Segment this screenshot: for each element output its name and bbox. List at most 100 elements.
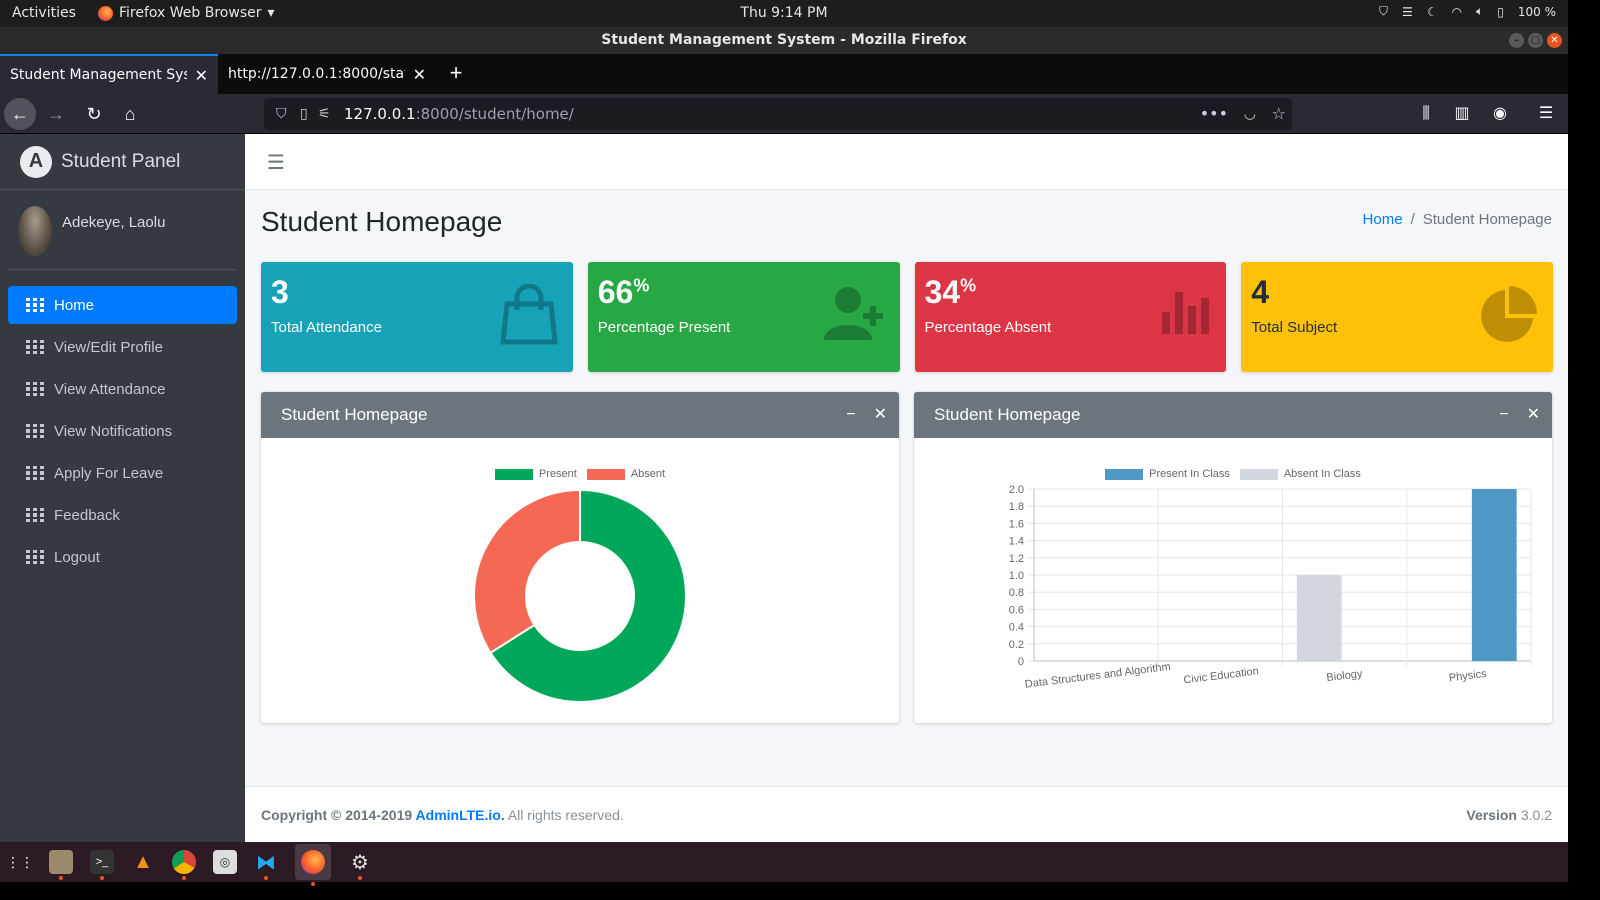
bookmark-star-icon[interactable]: ☆ [1271, 104, 1286, 123]
sidebar-item-label: Apply For Leave [54, 464, 164, 482]
hamburger-menu-icon[interactable]: ☰ [1538, 105, 1554, 122]
reload-button[interactable]: ↻ [86, 104, 102, 124]
breadcrumb-current: Student Homepage [1422, 211, 1552, 228]
stat-box-subjects[interactable]: 4 Total Subject [1241, 262, 1553, 372]
account-icon[interactable]: ◉ [1493, 105, 1507, 122]
close-icon[interactable]: ✕ [873, 406, 887, 423]
pie-chart-icon [1481, 286, 1537, 342]
sidebar-item-profile[interactable]: View/Edit Profile [8, 328, 237, 366]
main-header: ☰ [245, 134, 1568, 190]
page-icon[interactable]: ▯ [300, 106, 308, 122]
stat-label: Percentage Absent [924, 319, 1052, 336]
sidebar-item-home[interactable]: Home [8, 286, 237, 324]
sidebar-item-attendance[interactable]: View Attendance [8, 370, 237, 408]
system-tray[interactable]: ⛉ ☰ ☾ ◠ 🔈︎ ▯ 100 % [1379, 4, 1556, 19]
stat-value: 3 [271, 274, 289, 310]
shield-icon[interactable]: ⛉ [1379, 4, 1389, 18]
donut-slice-present[interactable] [489, 488, 687, 703]
url-text[interactable]: 127.0.0.1:8000/student/home/ [344, 98, 574, 130]
tab-static[interactable]: http://127.0.0.1:8000/static ✕ [218, 54, 436, 94]
menu-toggle-icon[interactable]: ☰ [267, 152, 285, 174]
app-grid-icon[interactable]: ⋮⋮ [6, 853, 34, 870]
sidebar-item-logout[interactable]: Logout [8, 538, 237, 576]
legend-swatch [586, 468, 625, 480]
y-tick-label: 0.2 [1009, 639, 1024, 651]
activities-button[interactable]: Activities [12, 5, 76, 21]
sidebar-toggle-icon[interactable]: ▥ [1454, 105, 1470, 122]
files-icon[interactable] [49, 850, 73, 880]
brand-link[interactable]: A Student Panel [0, 134, 245, 190]
avatar [18, 206, 52, 256]
maximize-icon[interactable]: □ [1528, 33, 1543, 48]
close-tab-icon[interactable]: ✕ [412, 64, 426, 84]
grid-icon [26, 424, 44, 438]
sidebar-item-leave[interactable]: Apply For Leave [8, 454, 237, 492]
tab-student-management[interactable]: Student Management System ✕ [0, 54, 218, 94]
main-content: ☰ Student Homepage Home / Student Homepage… [245, 134, 1568, 842]
grid-icon [26, 508, 44, 522]
close-icon[interactable]: ✕ [1526, 406, 1540, 423]
x-tick-label: Biology [1326, 668, 1364, 684]
legend-swatch [1105, 468, 1144, 480]
tab-strip: Student Management System ✕ http://127.0.… [0, 54, 1568, 94]
stat-box-present[interactable]: 66% Percentage Present [587, 262, 900, 372]
tab-label: Student Management System [10, 67, 187, 83]
legend-item-present-in-class[interactable]: Present In Class [1105, 468, 1230, 480]
sidebar-item-feedback[interactable]: Feedback [8, 496, 237, 534]
grid-icon [26, 382, 44, 396]
sidebar-item-label: Feedback [54, 506, 120, 524]
library-icon[interactable]: ⫼ [1422, 105, 1430, 122]
taskbar: ⋮⋮ >_ ▲ ◎ ⧓ ⚙ [0, 842, 1568, 886]
app-menu[interactable]: Firefox Web Browser ▾ [98, 5, 275, 21]
settings-icon[interactable]: ⚙ [348, 850, 372, 880]
collapse-icon[interactable]: − [846, 406, 856, 423]
legend-item-absent[interactable]: Absent [586, 468, 666, 480]
close-tab-icon[interactable]: ✕ [194, 65, 208, 85]
attendance-pie-card: Student Homepage − ✕ Present Absent [261, 392, 899, 723]
chrome-icon[interactable] [172, 850, 196, 880]
card-title: Student Homepage [934, 405, 1081, 424]
legend-label: Present In Class [1149, 468, 1230, 480]
donut-slice-absent[interactable] [473, 488, 581, 655]
url-bar[interactable]: ⛉ ▯ ⚟ 127.0.0.1:8000/student/home/ ••• ◡… [264, 98, 1292, 130]
bar-present-in-class[interactable] [1471, 489, 1517, 661]
legend-item-present[interactable]: Present [494, 468, 577, 480]
firefox-dock-icon[interactable] [295, 844, 331, 886]
more-actions-icon[interactable]: ••• [1199, 104, 1228, 123]
stat-box-attendance[interactable]: 3 Total Attendance [261, 262, 573, 372]
vlc-icon[interactable]: ▲ [133, 850, 153, 873]
collapse-icon[interactable]: − [1499, 406, 1509, 423]
system-top-bar: Activities Firefox Web Browser ▾ Thu 9:14… [0, 0, 1568, 27]
stat-label: Total Attendance [271, 319, 382, 336]
legend-item-absent-in-class[interactable]: Absent In Class [1239, 468, 1361, 480]
shopping-bag-icon [499, 284, 558, 345]
stat-box-absent[interactable]: 34% Percentage Absent [914, 262, 1227, 372]
back-button[interactable]: ← [4, 98, 36, 130]
footer-brand-link[interactable]: AdminLTE.io. [415, 807, 505, 823]
minimize-icon[interactable]: – [1509, 33, 1524, 48]
list-icon[interactable]: ☰ [1402, 4, 1413, 19]
bar-absent-in-class[interactable] [1296, 575, 1342, 661]
sidebar-item-notifications[interactable]: View Notifications [8, 412, 237, 450]
breadcrumb-home-link[interactable]: Home [1362, 211, 1403, 228]
sidebar-item-label: View Attendance [54, 380, 166, 398]
stat-suffix: % [633, 275, 650, 296]
terminal-icon[interactable]: >_ [90, 850, 114, 880]
version-number: 3.0.2 [1520, 807, 1552, 823]
breadcrumb-separator: / [1410, 211, 1415, 228]
pocket-icon[interactable]: ◡ [1243, 106, 1256, 122]
camera-icon[interactable]: ◎ [213, 850, 237, 874]
vscode-icon[interactable]: ⧓ [254, 850, 278, 880]
user-name[interactable]: Adekeye, Laolu [62, 214, 166, 231]
close-window-icon[interactable]: ✕ [1547, 33, 1562, 48]
shield-icon[interactable]: ⛉ [276, 106, 287, 122]
night-light-icon: ☾ [1426, 4, 1438, 19]
card-body: Present In Class Absent In Class 2.0 1.8 1.… [914, 438, 1552, 723]
firefox-icon [98, 5, 113, 21]
new-tab-button[interactable]: + [449, 60, 463, 85]
x-tick-label: Civic Education [1183, 665, 1260, 686]
forward-button[interactable]: → [47, 104, 65, 124]
home-icon[interactable]: ⌂ [124, 104, 136, 124]
permissions-icon[interactable]: ⚟ [318, 106, 331, 122]
legend-label: Absent [630, 468, 666, 480]
